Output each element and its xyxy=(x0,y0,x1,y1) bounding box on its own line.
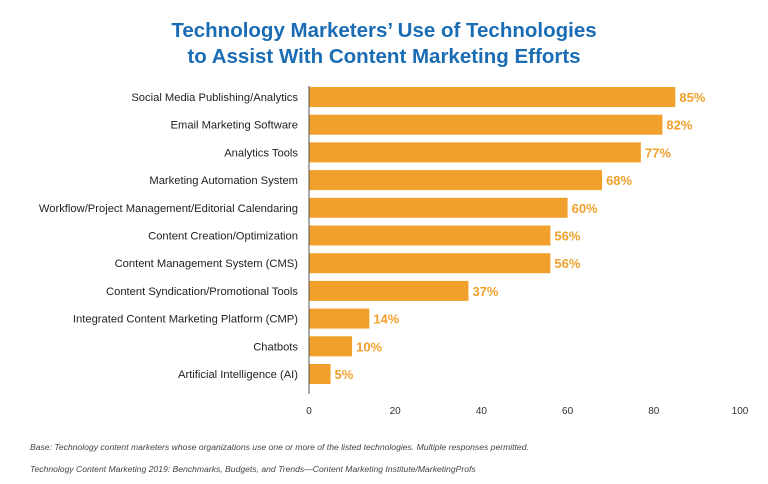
x-tick-label-6: 100 xyxy=(732,406,749,417)
x-tick-label-2: 20 xyxy=(390,406,402,417)
x-tick-label-1: 0 xyxy=(306,406,312,417)
category-label-8: Content Syndication/Promotional Tools xyxy=(106,286,298,298)
base-note: Base: Technology content marketers whose… xyxy=(30,442,529,452)
bar-4 xyxy=(309,170,603,191)
category-label-4: Marketing Automation System xyxy=(149,175,298,187)
value-label-2: 82% xyxy=(666,118,692,133)
bar-1 xyxy=(309,87,676,107)
x-tick-label-4: 60 xyxy=(562,406,574,417)
value-label-3: 77% xyxy=(645,145,671,160)
category-label-7: Content Management System (CMS) xyxy=(115,258,299,270)
value-label-5: 60% xyxy=(572,201,598,216)
value-label-10: 10% xyxy=(356,339,382,354)
value-label-4: 68% xyxy=(606,173,632,188)
bar-3 xyxy=(309,142,641,163)
bar-9 xyxy=(309,308,370,329)
bar-7 xyxy=(309,253,551,274)
bar-6 xyxy=(309,225,551,246)
bar-10 xyxy=(309,336,353,357)
value-label-6: 56% xyxy=(554,229,580,244)
chart-title-line-1: Technology Marketers’ Use of Technologie… xyxy=(171,19,597,42)
x-tick-label-5: 80 xyxy=(648,406,660,417)
source-note: Technology Content Marketing 2019: Bench… xyxy=(30,464,476,474)
category-label-6: Content Creation/Optimization xyxy=(148,231,298,243)
bar-5 xyxy=(309,197,568,218)
value-label-8: 37% xyxy=(472,284,498,299)
value-label-1: 85% xyxy=(679,90,705,105)
chart-title: Technology Marketers’ Use of Technologie… xyxy=(0,18,768,70)
x-tick-label-3: 40 xyxy=(476,406,488,417)
category-label-2: Email Marketing Software xyxy=(171,120,298,132)
category-label-10: Chatbots xyxy=(253,341,298,353)
bar-2 xyxy=(309,114,663,135)
value-label-7: 56% xyxy=(554,256,580,271)
value-label-9: 14% xyxy=(373,312,399,327)
category-label-9: Integrated Content Marketing Platform (C… xyxy=(73,314,298,326)
category-label-5: Workflow/Project Management/Editorial Ca… xyxy=(39,203,298,215)
category-label-1: Social Media Publishing/Analytics xyxy=(131,92,298,104)
bar-11 xyxy=(309,364,331,384)
bar-8 xyxy=(309,280,469,301)
category-label-11: Artificial Intelligence (AI) xyxy=(178,369,298,381)
value-label-11: 5% xyxy=(335,367,354,382)
chart-title-line-2: to Assist With Content Marketing Efforts xyxy=(187,45,581,68)
category-label-3: Analytics Tools xyxy=(224,147,298,159)
